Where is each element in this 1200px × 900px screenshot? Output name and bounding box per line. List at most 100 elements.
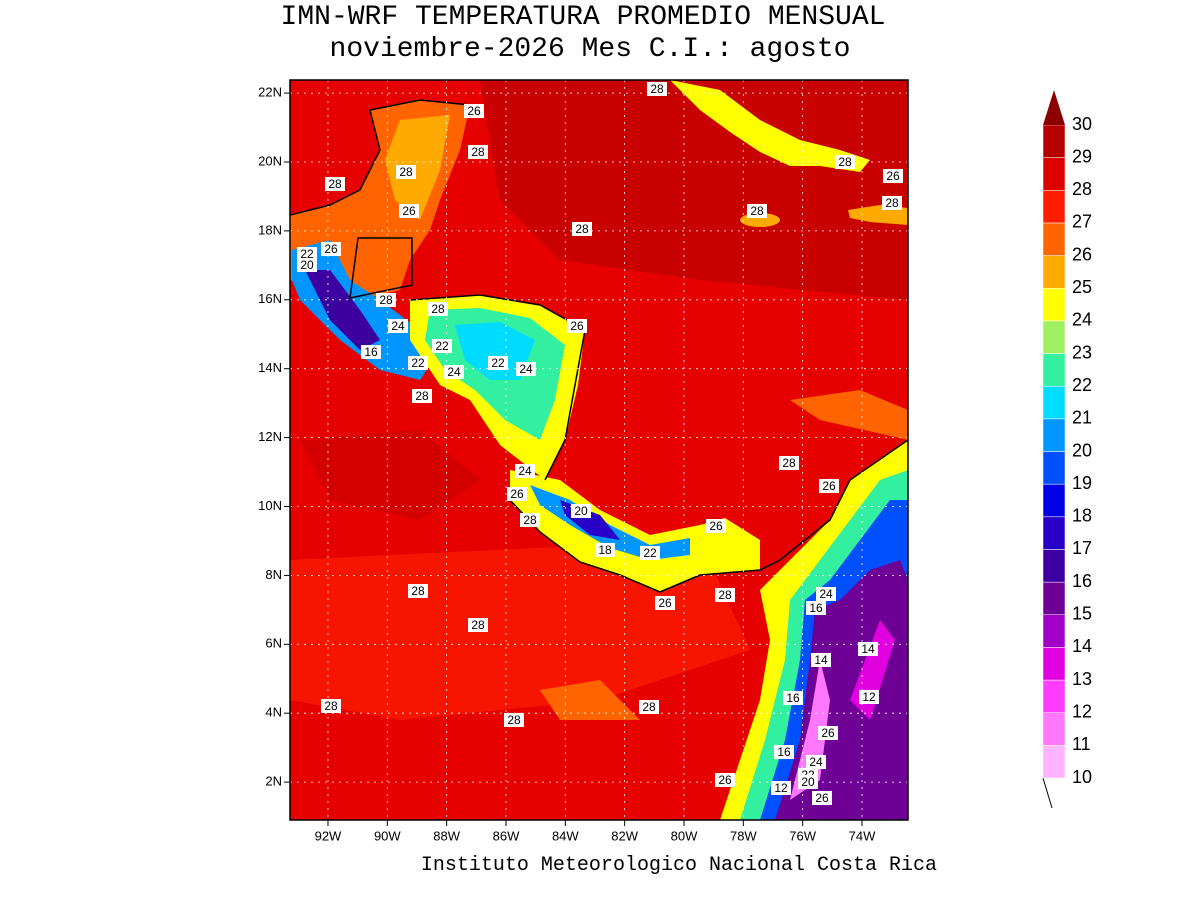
colorbar-swatch [1042,549,1066,583]
contour-label-box [798,775,818,789]
x-tick-label: 78W [730,828,757,843]
contour-label-box [567,319,587,333]
x-tick-label: 88W [433,828,460,843]
contour-label-box [507,487,527,501]
colorbar-swatch [1042,124,1066,158]
contour-label-box [516,362,536,376]
contour-label: 20 [300,258,314,272]
colorbar-swatch [1042,745,1066,779]
contour-label: 12 [862,690,876,704]
colorbar-label: 19 [1072,473,1092,493]
contour-label-box [504,713,524,727]
contour-label-box [655,596,675,610]
colorbar-swatch [1042,157,1066,191]
contour-label-box [515,464,535,478]
contour-label-box [771,781,791,795]
map-field [290,80,908,820]
contour-label: 14 [861,642,875,656]
contour-label-box [816,587,836,601]
contour-label-box [297,247,317,261]
x-tick-label: 82W [611,828,638,843]
colorbar-swatch [1042,647,1066,681]
contour-label: 26 [402,204,416,218]
x-tick-label: 80W [671,828,698,843]
colorbar-label: 25 [1072,277,1092,297]
y-tick-label: 10N [258,498,282,513]
contour-label: 14 [814,653,828,667]
contour-label: 12 [774,781,788,795]
contour-label: 28 [399,165,413,179]
contour-label-box [819,479,839,493]
colorbar-label: 26 [1072,244,1092,264]
contour-label: 26 [821,726,835,740]
contour-label-box [571,504,591,518]
contour-label: 28 [718,588,732,602]
contour-label: 18 [598,543,612,557]
y-tick-label: 22N [258,85,282,100]
contour-label: 16 [777,745,791,759]
contour-label: 26 [570,319,584,333]
contour-label-box [464,104,484,118]
contour-label-box [779,456,799,470]
contour-label: 28 [471,618,485,632]
colorbar-swatch [1042,614,1066,648]
colorbar-swatch [1042,222,1066,256]
contour-label-box [412,389,432,403]
colorbar-label: 15 [1072,604,1092,624]
y-tick-label: 16N [258,291,282,306]
contour-label-box [572,222,592,236]
contour-label-box [321,242,341,256]
contour-label: 24 [519,362,533,376]
contour-label-box [321,699,341,713]
contour-label: 26 [815,791,829,805]
x-tick-label: 86W [493,828,520,843]
contour-label-box [783,691,803,705]
contour-label-box [488,356,508,370]
title-line: noviembre-2026 Mes C.I.: agosto [330,34,851,65]
contour-label: 26 [718,773,732,787]
contour-label-box [818,726,838,740]
colorbar-arrow [1043,90,1065,125]
contour-label-box [428,302,448,316]
contour-label: 28 [379,293,393,307]
colorbar-swatch [1042,288,1066,322]
contour-label: 28 [324,699,338,713]
contour-label-box [325,177,345,191]
colorbar-swatch [1042,320,1066,354]
contour-label-box [806,601,826,615]
colorbar-swatch [1042,385,1066,420]
map-frame [289,79,909,821]
colorbar-label: 24 [1072,310,1092,330]
colorbar-swatch [1042,451,1066,485]
contour-label: 28 [415,389,429,403]
contour-label-box [706,519,726,533]
colorbar-tail [1042,777,1053,809]
colorbar-label: 17 [1072,538,1092,558]
footer: Instituto Meteorologico Nacional Costa R… [421,854,937,877]
contour-label: 28 [575,222,589,236]
colorbar-swatch [1042,353,1066,387]
contour-label-box [859,690,879,704]
contour-label: 26 [822,479,836,493]
contour-label: 28 [411,584,425,598]
y-tick-label: 18N [258,222,282,237]
contour-label: 28 [642,700,656,714]
contour-label: 24 [447,365,461,379]
contour-label: 16 [786,691,800,705]
contour-label: 22 [491,356,505,370]
x-tick-label: 84W [552,828,579,843]
colorbar-label: 21 [1072,408,1092,428]
y-tick-label: 6N [265,636,282,651]
colorbar-swatch [1042,581,1066,615]
x-tick-label: 76W [789,828,816,843]
contour-label: 28 [885,196,899,210]
contour-label: 20 [574,504,588,518]
contour-label: 24 [819,587,833,601]
contour-label: 28 [507,713,521,727]
contour-label-box [639,700,659,714]
contour-label-box [444,365,464,379]
contour-label: 26 [467,104,481,118]
contour-label-box [806,755,826,769]
